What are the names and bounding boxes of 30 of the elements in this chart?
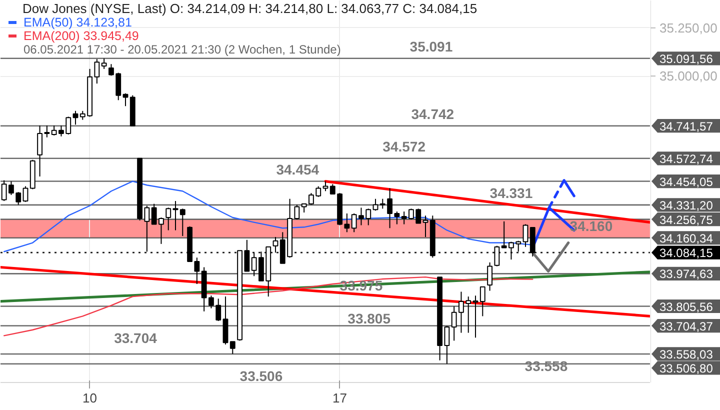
annotation: 33.704 <box>114 330 158 346</box>
ref-line-label: 34.256,75 <box>660 212 714 227</box>
ref-line-label: 35.091,56 <box>660 52 714 66</box>
legend-label: EMA(200) 33.945,49 <box>24 29 139 43</box>
ref-line-label: 33.974,63 <box>660 267 714 282</box>
ref-line-label: 34.084,15 <box>660 246 714 260</box>
y-tick-label: 35.000,00 <box>660 68 718 84</box>
ref-line-label: 34.572,74 <box>660 152 714 166</box>
annotation: 34.160 <box>570 218 613 234</box>
annotation: 33.506 <box>240 368 283 384</box>
ref-line-label: 33.506,80 <box>660 361 714 376</box>
annotation: 34.331 <box>490 184 533 201</box>
annotation: 34.742 <box>411 106 454 122</box>
ref-line-label: 33.805,56 <box>660 300 714 314</box>
legend-label: EMA(50) 34.123,81 <box>24 16 132 30</box>
ref-line-label: 34.160,34 <box>660 231 714 246</box>
ref-line-label: 34.331,20 <box>660 198 714 212</box>
x-tick-label: 10 <box>82 390 98 406</box>
x-tick-label: 17 <box>332 390 348 406</box>
chart-title: Dow Jones (NYSE, Last) O: 34.214,09 H: 34.214,80 L: 34.063,77 C: 34.084,15 <box>22 1 478 16</box>
ref-line-label: 33.704,37 <box>660 319 714 334</box>
annotation: 35.091 <box>410 38 453 54</box>
annotation: 34.454 <box>276 161 320 178</box>
text: 06.05.2021 17:30 - 20.05.2021 21:30 (2 Wochen, 1 Stunde) <box>24 42 341 56</box>
annotation: 33.805 <box>348 310 391 326</box>
ref-line-label: 33.558,03 <box>660 347 714 362</box>
ref-line-label: 34.741,57 <box>660 119 714 134</box>
y-tick-label: 35.250,00 <box>660 20 718 36</box>
annotation: 34.572 <box>382 138 426 154</box>
ref-line-label: 34.454,05 <box>660 174 714 189</box>
